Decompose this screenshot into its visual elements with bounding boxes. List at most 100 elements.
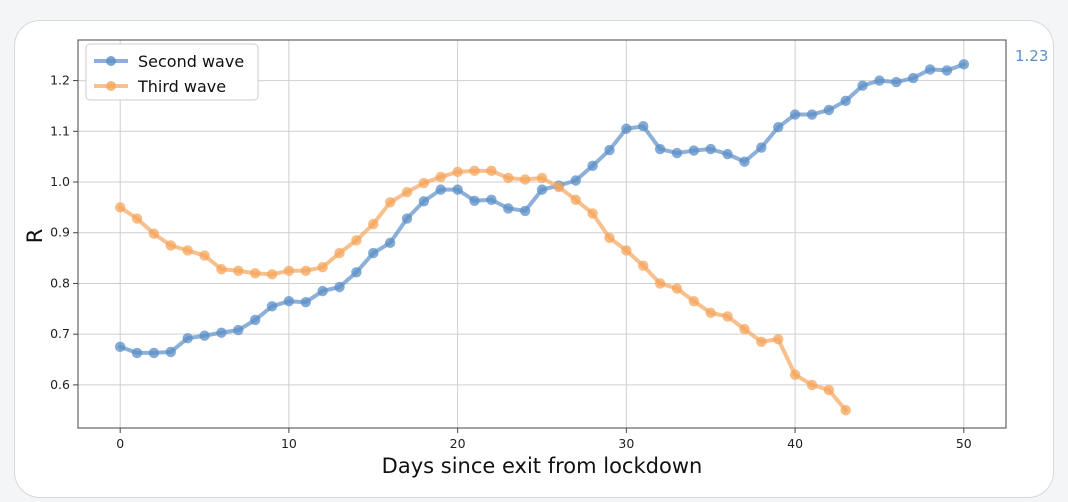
data-point [486, 194, 497, 205]
data-point [469, 165, 480, 177]
data-point [519, 174, 531, 185]
series-second-wave [114, 59, 970, 359]
series-layer [114, 59, 970, 416]
data-point [671, 147, 683, 159]
legend-marker-second-wave [106, 56, 116, 66]
data-point [570, 194, 581, 205]
data-point [435, 184, 446, 195]
data-point [317, 285, 328, 297]
data-point [300, 265, 311, 276]
last-value-label: 1.23 [1015, 47, 1048, 65]
data-point [317, 262, 328, 273]
data-point [688, 296, 700, 307]
data-point [756, 336, 767, 347]
data-point [452, 166, 463, 178]
data-point [384, 197, 396, 208]
data-point [789, 109, 801, 120]
data-point [249, 268, 261, 279]
data-point [283, 296, 295, 307]
data-point [773, 334, 784, 345]
data-point [216, 327, 227, 338]
data-point [165, 240, 176, 251]
data-point [334, 281, 345, 293]
data-point [823, 104, 835, 116]
data-point [435, 171, 446, 183]
legend-marker-third-wave [106, 81, 116, 91]
data-point [148, 228, 160, 239]
data-point [840, 405, 851, 416]
data-point [773, 122, 784, 133]
data-point [958, 59, 970, 70]
data-point [233, 324, 244, 336]
data-point [334, 247, 345, 259]
series-line [118, 62, 966, 355]
data-point [199, 250, 210, 261]
y-tick-label: 1.1 [50, 123, 70, 138]
data-point [266, 301, 278, 312]
data-point [368, 247, 379, 259]
data-point [823, 384, 835, 396]
data-point [621, 123, 632, 134]
y-tick-label: 1.2 [50, 73, 70, 88]
data-point [114, 202, 126, 213]
data-point [452, 184, 463, 195]
data-point [739, 323, 750, 335]
x-axis-label: Days since exit from lockdown [382, 454, 703, 478]
data-point [924, 64, 936, 75]
x-tick-label: 20 [450, 436, 466, 451]
data-point [503, 203, 514, 214]
x-tick-label: 40 [787, 436, 803, 451]
data-point [182, 333, 193, 344]
data-point [216, 264, 227, 275]
data-point [503, 172, 514, 184]
data-point [199, 330, 210, 341]
data-point [654, 278, 666, 289]
data-point [908, 72, 919, 84]
data-point [587, 160, 598, 171]
data-point [351, 235, 362, 246]
data-point [418, 177, 430, 189]
data-point [469, 195, 480, 206]
data-point [300, 297, 311, 308]
data-point [671, 283, 683, 294]
data-point [806, 109, 818, 120]
data-point [789, 369, 801, 380]
data-point [587, 208, 598, 219]
data-point [722, 311, 733, 322]
data-point [351, 267, 362, 278]
y-tick-label: 0.7 [50, 326, 70, 341]
data-point [401, 213, 413, 224]
data-point [857, 80, 868, 91]
x-tick-label: 30 [618, 436, 634, 451]
data-point [654, 143, 666, 155]
data-point [621, 245, 632, 256]
x-tick-label: 0 [116, 436, 124, 451]
y-axis-label: R [23, 229, 47, 244]
data-point [874, 75, 885, 86]
data-point [114, 341, 126, 353]
plot-frame [77, 39, 1007, 429]
data-point [638, 121, 649, 132]
data-point [131, 213, 143, 224]
legend: Second wave Third wave [85, 43, 259, 101]
legend-label-second-wave: Second wave [138, 52, 244, 71]
axis-ticks: 0 10 20 30 40 50 0.6 0.7 0.8 0.9 1.0 1.1 1.2 [50, 73, 972, 451]
data-point [266, 269, 278, 280]
data-point [418, 196, 430, 207]
data-point [182, 245, 193, 256]
data-point [384, 237, 396, 249]
data-point [604, 232, 615, 244]
x-tick-label: 10 [281, 436, 297, 451]
data-point [148, 347, 160, 359]
data-point [722, 148, 733, 160]
data-point [705, 143, 716, 155]
y-tick-label: 0.6 [50, 377, 70, 392]
data-point [536, 184, 548, 195]
legend-label-third-wave: Third wave [137, 77, 226, 96]
data-point [131, 347, 143, 359]
data-point [233, 265, 244, 276]
y-tick-label: 0.8 [50, 275, 70, 290]
data-point [519, 205, 531, 217]
data-point [705, 307, 716, 319]
